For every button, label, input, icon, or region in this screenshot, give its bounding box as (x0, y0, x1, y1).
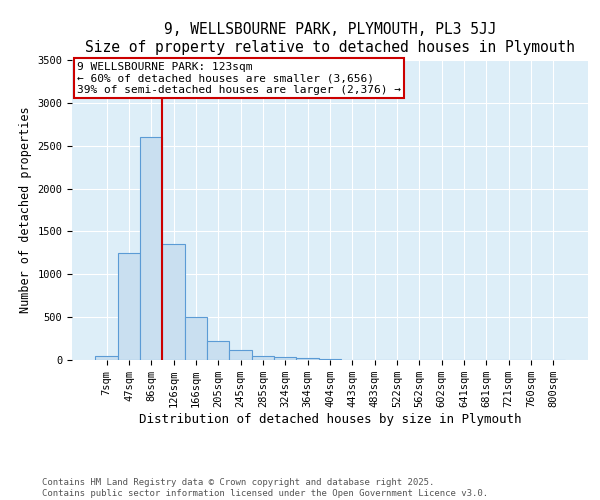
Bar (296, 358, 319, 360)
Bar (140, 137, 163, 360)
Text: 9 WELLSBOURNE PARK: 123sqm
← 60% of detached houses are smaller (3,656)
39% of s: 9 WELLSBOURNE PARK: 123sqm ← 60% of deta… (77, 62, 401, 94)
Bar (95, 356, 118, 360)
Bar (274, 358, 296, 360)
Title: 9, WELLSBOURNE PARK, PLYMOUTH, PL3 5JJ
Size of property relative to detached hou: 9, WELLSBOURNE PARK, PLYMOUTH, PL3 5JJ S… (85, 22, 575, 54)
Y-axis label: Number of detached properties: Number of detached properties (19, 106, 32, 314)
Bar (163, 244, 185, 360)
Bar (118, 253, 140, 360)
Bar (229, 350, 252, 360)
Bar (319, 359, 341, 360)
Bar (207, 341, 229, 360)
X-axis label: Distribution of detached houses by size in Plymouth: Distribution of detached houses by size … (139, 413, 521, 426)
Bar (185, 317, 207, 360)
Bar (252, 356, 274, 360)
Text: Contains HM Land Registry data © Crown copyright and database right 2025.
Contai: Contains HM Land Registry data © Crown c… (42, 478, 488, 498)
